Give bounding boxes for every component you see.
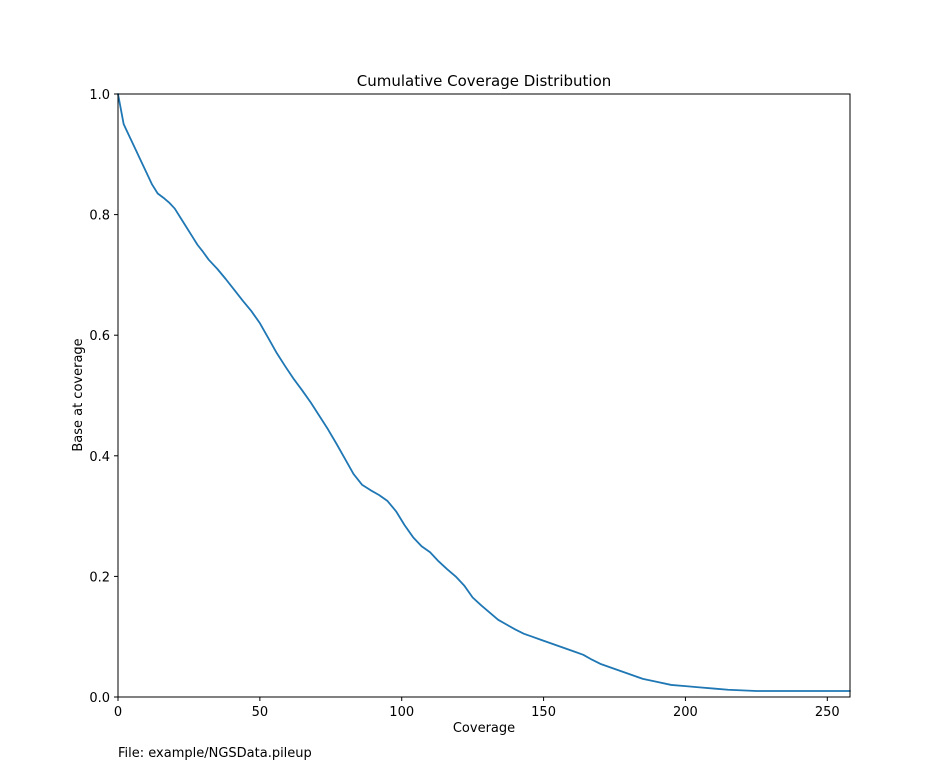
plot-area	[117, 93, 851, 698]
x-tick-label: 0	[114, 705, 122, 720]
y-axis-label: Base at coverage	[71, 338, 86, 451]
x-axis-label: Coverage	[453, 721, 515, 736]
x-tick-label: 200	[673, 705, 698, 720]
y-tick-label: 0.8	[89, 209, 110, 224]
y-tick-label: 0.2	[89, 570, 110, 585]
x-tick-label: 150	[531, 705, 556, 720]
y-axis-ticks: 0.0 0.2 0.4 0.6 0.8 1.0	[89, 88, 118, 706]
chart-title: Cumulative Coverage Distribution	[357, 72, 612, 90]
x-tick-label: 50	[252, 705, 269, 720]
x-axis-ticks: 0 50 100 150 200 250	[114, 697, 840, 720]
y-tick-label: 1.0	[89, 88, 110, 103]
y-tick-label: 0.6	[89, 329, 110, 344]
series-line	[117, 93, 851, 692]
x-tick-label: 250	[815, 705, 840, 720]
x-tick-label: 100	[389, 705, 414, 720]
y-tick-label: 0.4	[89, 450, 110, 465]
file-footnote: File: example/NGSData.pileup	[118, 746, 312, 761]
axes-frame	[117, 93, 851, 698]
y-tick-label: 0.0	[89, 691, 110, 706]
